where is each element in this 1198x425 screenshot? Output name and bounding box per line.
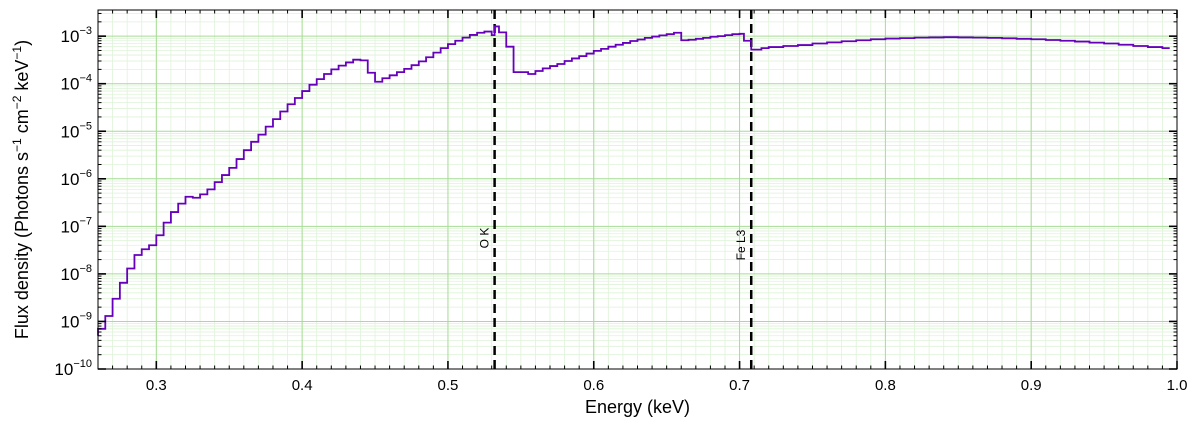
- y-tick-base: 10: [61, 265, 80, 284]
- y-tick-exponent: −3: [79, 25, 92, 37]
- y-tick-label: 10−8: [61, 263, 92, 284]
- y-tick-label: 10−6: [61, 168, 92, 189]
- y-axis-label-part: cm: [12, 109, 32, 138]
- absorption-edges: O K Fe L3: [478, 10, 753, 369]
- y-tick-label: 10−4: [61, 73, 92, 94]
- y-tick-base: 10: [61, 75, 80, 94]
- y-axis-label-part: ): [12, 40, 32, 46]
- series: [97, 25, 1170, 336]
- y-axis-label-part: keV: [12, 60, 32, 96]
- y-tick-label: 10−7: [61, 215, 92, 236]
- y-tick-label: 10−3: [61, 25, 92, 46]
- y-tick-base: 10: [61, 217, 80, 236]
- ticks: [97, 10, 1178, 370]
- y-axis-label-part: −1: [10, 138, 24, 152]
- x-tick-label: 0.3: [146, 377, 167, 394]
- grid: [97, 10, 1178, 370]
- y-tick-label: 10−9: [61, 310, 92, 331]
- y-tick-exponent: −10: [73, 358, 92, 370]
- x-tick-label: 0.4: [292, 377, 313, 394]
- x-tick-label: 0.6: [583, 377, 604, 394]
- y-tick-exponent: −5: [79, 120, 92, 132]
- y-tick-exponent: −8: [79, 263, 92, 275]
- x-tick-label: 0.7: [729, 377, 750, 394]
- y-axis-label-part: Flux density (Photons s: [12, 152, 32, 339]
- y-tick-base: 10: [54, 360, 73, 379]
- edge-label: O K: [478, 228, 492, 249]
- x-tick-label: 0.5: [438, 377, 459, 394]
- spectrum-line: [97, 25, 1170, 336]
- y-tick-base: 10: [61, 27, 80, 46]
- y-axis-label-part: −2: [10, 95, 24, 109]
- y-tick-base: 10: [61, 122, 80, 141]
- y-tick-label: 10−5: [61, 120, 92, 141]
- y-tick-exponent: −4: [79, 73, 92, 85]
- x-axis-label: Energy (keV): [585, 397, 690, 417]
- x-tick-label: 1.0: [1167, 377, 1188, 394]
- y-tick-base: 10: [61, 312, 80, 331]
- y-tick-exponent: −9: [79, 310, 92, 322]
- x-tick-label: 0.9: [1021, 377, 1042, 394]
- y-tick-exponent: −7: [79, 215, 92, 227]
- edge-label: Fe L3: [734, 229, 748, 260]
- y-tick-label: 10−10: [54, 358, 92, 379]
- tick-labels: 0.3 0.4 0.5 0.6 0.7 0.8 0.9 1.010−1010−910−810−…: [54, 25, 1187, 394]
- y-tick-base: 10: [61, 170, 80, 189]
- x-tick-label: 0.8: [875, 377, 896, 394]
- y-axis-label: Flux density (Photons s−1 cm−2 keV−1): [10, 40, 32, 339]
- y-tick-exponent: −6: [79, 168, 92, 180]
- y-axis-label-part: −1: [10, 46, 24, 60]
